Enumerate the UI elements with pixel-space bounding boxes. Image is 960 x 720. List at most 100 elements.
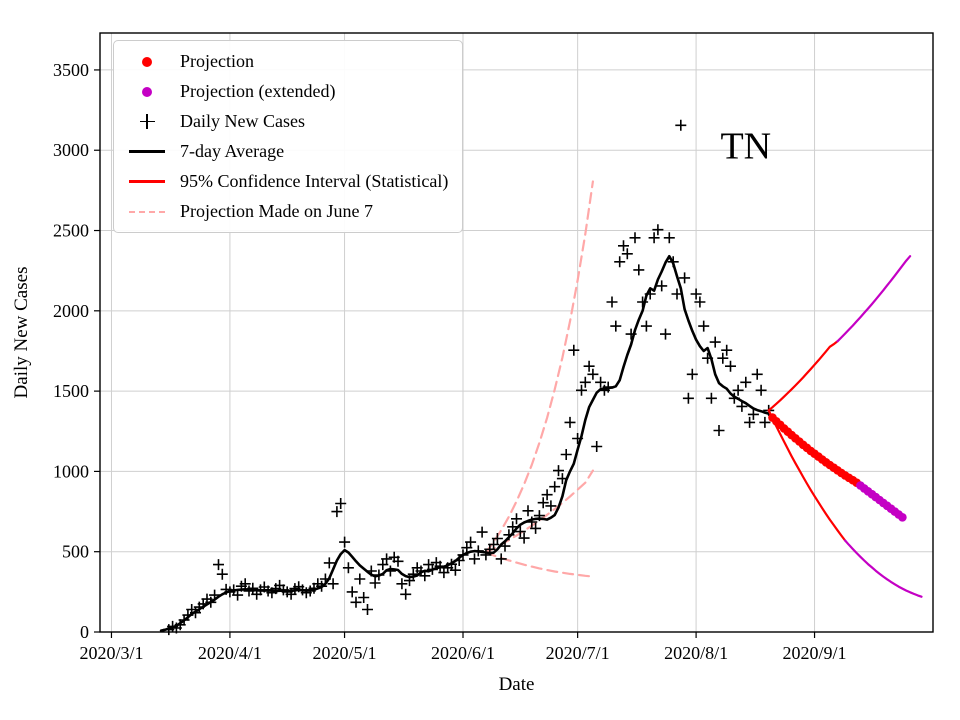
daily-case-plus-icon xyxy=(633,264,645,276)
daily-case-plus-icon xyxy=(621,248,633,260)
confidence-line-icon xyxy=(124,180,170,183)
daily-case-plus-icon xyxy=(350,596,362,608)
daily-case-plus-icon xyxy=(319,573,331,585)
daily-case-plus-icon xyxy=(564,416,576,428)
daily-case-plus-icon xyxy=(671,288,683,300)
legend-item-confidence-interval: 95% Confidence Interval (Statistical) xyxy=(124,171,448,192)
daily-case-plus-icon xyxy=(744,416,756,428)
x-tick-label: 2020/6/1 xyxy=(431,643,495,663)
daily-case-plus-icon xyxy=(446,558,457,570)
daily-case-plus-icon xyxy=(660,328,671,340)
series-ci-upper-extended xyxy=(836,255,912,343)
legend-label-7day-average: 7-day Average xyxy=(180,141,285,161)
daily-case-plus-icon xyxy=(396,578,408,590)
legend-item-projection-extended: Projection (extended) xyxy=(124,81,448,102)
dashed-line-icon xyxy=(124,210,170,213)
daily-case-plus-icon xyxy=(461,542,473,554)
x-axis-label: Date xyxy=(499,674,535,695)
daily-case-plus-icon xyxy=(610,320,622,332)
daily-case-plus-icon xyxy=(404,575,415,587)
x-tick-label: 2020/7/1 xyxy=(546,643,610,663)
daily-case-plus-icon xyxy=(239,578,251,590)
daily-case-plus-icon xyxy=(549,481,561,493)
daily-case-plus-icon xyxy=(449,564,461,576)
daily-case-plus-icon xyxy=(354,573,366,585)
daily-case-plus-icon xyxy=(407,568,419,580)
daily-case-plus-icon xyxy=(572,433,584,444)
daily-case-plus-icon xyxy=(426,563,438,575)
y-tick-label: 2000 xyxy=(53,301,89,321)
daily-case-plus-icon xyxy=(434,560,446,572)
daily-case-plus-icon xyxy=(369,577,381,589)
projection-dot-icon xyxy=(124,56,170,67)
daily-case-plus-icon xyxy=(751,368,763,380)
y-tick-label: 2500 xyxy=(53,221,89,241)
daily-case-plus-icon xyxy=(686,368,698,380)
daily-case-plus-icon xyxy=(346,586,358,598)
daily-case-plus-icon xyxy=(728,392,740,404)
axes-frame xyxy=(99,32,934,633)
daily-case-plus-icon xyxy=(537,497,549,509)
daily-case-plus-icon xyxy=(568,344,580,356)
legend-label-daily-new-cases: Daily New Cases xyxy=(180,111,305,131)
y-tick-label: 500 xyxy=(62,542,89,562)
daily-case-plus-icon xyxy=(644,288,656,300)
daily-case-plus-icon xyxy=(491,533,503,544)
daily-case-plus-icon xyxy=(614,256,626,268)
x-tick-label: 2020/3/1 xyxy=(79,643,143,663)
daily-case-plus-icon xyxy=(323,557,335,569)
daily-case-plus-icon xyxy=(511,513,522,525)
daily-case-plus-icon xyxy=(591,441,603,452)
projection-extended-dot xyxy=(898,513,907,522)
daily-case-plus-icon xyxy=(247,582,259,594)
daily-case-plus-icon xyxy=(679,272,691,284)
legend-item-7day-average: 7-day Average xyxy=(124,141,448,162)
legend-label-confidence-interval: 95% Confidence Interval (Statistical) xyxy=(180,171,449,191)
daily-case-plus-icon xyxy=(740,376,752,388)
y-axis-label: Daily New Cases xyxy=(11,267,32,399)
daily-case-plus-icon xyxy=(755,384,767,396)
daily-case-plus-icon xyxy=(690,288,702,300)
daily-case-plus-icon xyxy=(640,320,652,332)
daily-case-plus-icon xyxy=(709,336,721,348)
daily-case-plus-icon xyxy=(285,588,297,600)
daily-case-plus-icon xyxy=(694,296,706,308)
x-tick-label: 2020/4/1 xyxy=(198,643,262,663)
series-ci-upper xyxy=(767,340,839,412)
daily-case-plus-icon xyxy=(576,384,587,396)
daily-case-plus-icon xyxy=(205,596,217,608)
daily-case-plus-icon xyxy=(553,465,564,477)
daily-case-plus-icon xyxy=(342,562,354,574)
daily-case-plus-icon xyxy=(384,565,396,577)
daily-case-plus-icon xyxy=(583,360,595,372)
daily-case-plus-icon xyxy=(606,296,618,308)
daily-case-plus-icon xyxy=(721,344,733,356)
daily-case-plus-icon xyxy=(545,500,557,512)
y-tick-label: 0 xyxy=(80,622,89,642)
daily-case-plus-icon xyxy=(392,555,404,567)
daily-case-plus-icon xyxy=(377,559,389,571)
daily-case-plus-icon xyxy=(732,384,744,396)
daily-case-plus-icon xyxy=(507,521,519,533)
daily-case-plus-icon xyxy=(190,607,201,619)
daily-case-plus-icon xyxy=(747,408,759,420)
daily-case-plus-icon xyxy=(358,592,370,603)
daily-case-plus-icon xyxy=(682,392,694,404)
projection-extended-dot-icon xyxy=(124,86,170,97)
daily-case-plus-icon xyxy=(339,536,351,548)
legend-label-projection: Projection xyxy=(180,51,254,71)
series-ci-lower-extended xyxy=(843,539,923,598)
daily-case-plus-icon xyxy=(335,498,347,509)
daily-case-plus-icon xyxy=(556,473,568,485)
series-seven-day-average xyxy=(159,254,771,633)
daily-case-plus-icon xyxy=(373,569,385,581)
daily-case-plus-icon xyxy=(488,539,500,550)
series-june7-upper xyxy=(484,180,595,554)
daily-case-plus-icon xyxy=(656,280,668,292)
daily-case-plus-icon xyxy=(518,532,530,544)
daily-case-plus-icon xyxy=(182,609,194,621)
daily-case-plus-icon xyxy=(400,588,412,600)
daily-case-plus-icon xyxy=(637,296,649,308)
daily-case-plus-icon xyxy=(702,352,714,364)
